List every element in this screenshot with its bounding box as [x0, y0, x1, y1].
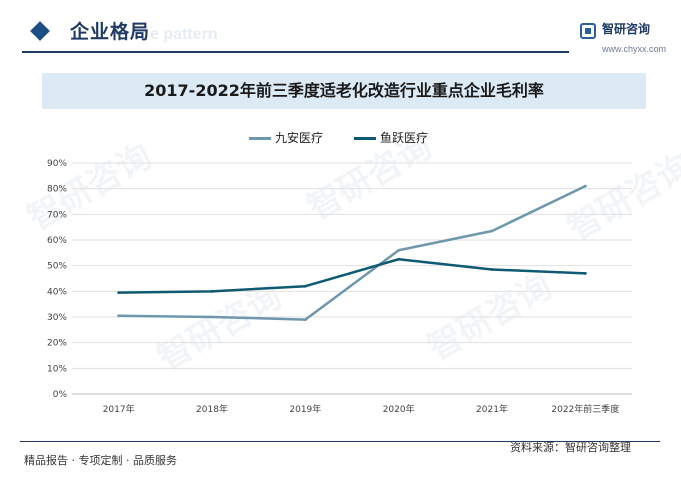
y-tick-label: 90% — [47, 159, 67, 169]
header-divider — [22, 51, 569, 53]
y-tick-label: 20% — [47, 339, 67, 349]
y-tick-label: 80% — [47, 185, 67, 195]
x-tick-label: 2022年前三季度 — [551, 403, 619, 415]
data-point-series-2 — [117, 291, 121, 295]
data-point-series-1 — [583, 184, 587, 188]
y-tick-label: 70% — [47, 210, 67, 220]
legend-swatch-series-2 — [354, 137, 376, 140]
x-tick-label: 2017年 — [103, 403, 135, 415]
series-line-1 — [117, 184, 587, 321]
y-tick-label: 30% — [47, 313, 67, 323]
footer-source: 资料来源：智研咨询整理 — [510, 441, 631, 454]
data-point-series-2 — [397, 257, 401, 261]
y-tick-label: 50% — [47, 262, 67, 272]
series-line-2 — [117, 258, 587, 294]
data-point-series-1 — [210, 315, 214, 319]
x-tick-label: 2019年 — [289, 403, 321, 415]
line-chart: 0% 10% 20% 30% 40% 50% 60% 70% 80% 90% 2017年 2018年 2… — [47, 159, 632, 415]
data-point-series-1 — [397, 248, 401, 252]
legend: 九安医疗 鱼跃医疗 — [0, 128, 681, 148]
brand-name: 智研咨询 — [602, 22, 651, 36]
brand-url: www.chyxx.com — [602, 44, 667, 54]
data-point-series-2 — [210, 289, 214, 293]
footer-tagline: 精品报告 · 专项定制 · 品质服务 — [24, 454, 177, 467]
brand-logo-icon — [580, 23, 596, 39]
x-tick-label: 2018年 — [196, 403, 228, 415]
y-tick-label: 60% — [47, 236, 67, 246]
diamond-icon — [30, 21, 50, 41]
data-point-series-1 — [117, 314, 121, 318]
chart-title: 2017-2022年前三季度适老化改造行业重点企业毛利率 — [144, 81, 544, 100]
chart-title-band: 2017-2022年前三季度适老化改造行业重点企业毛利率 — [42, 73, 646, 109]
footer-divider — [20, 441, 660, 442]
section-title: 企业格局 — [70, 21, 151, 43]
legend-swatch-series-1 — [249, 137, 271, 140]
data-point-series-1 — [490, 229, 494, 233]
data-point-series-2 — [583, 271, 587, 275]
y-tick-label: 10% — [47, 364, 67, 374]
x-tick-label: 2020年 — [383, 403, 415, 415]
x-tick-label: 2021年 — [476, 403, 508, 415]
data-point-series-2 — [490, 268, 494, 271]
legend-label-series-1: 九安医疗 — [275, 131, 324, 145]
legend-label-series-2: 鱼跃医疗 — [380, 131, 429, 145]
header: e pattern 企业格局 智研咨询 www.chyxx.com — [0, 0, 681, 62]
data-point-series-2 — [303, 284, 307, 288]
y-tick-label: 40% — [47, 287, 67, 297]
data-point-series-1 — [303, 318, 307, 321]
section-ghost-text: e pattern — [150, 26, 218, 43]
y-tick-label: 0% — [53, 390, 68, 400]
